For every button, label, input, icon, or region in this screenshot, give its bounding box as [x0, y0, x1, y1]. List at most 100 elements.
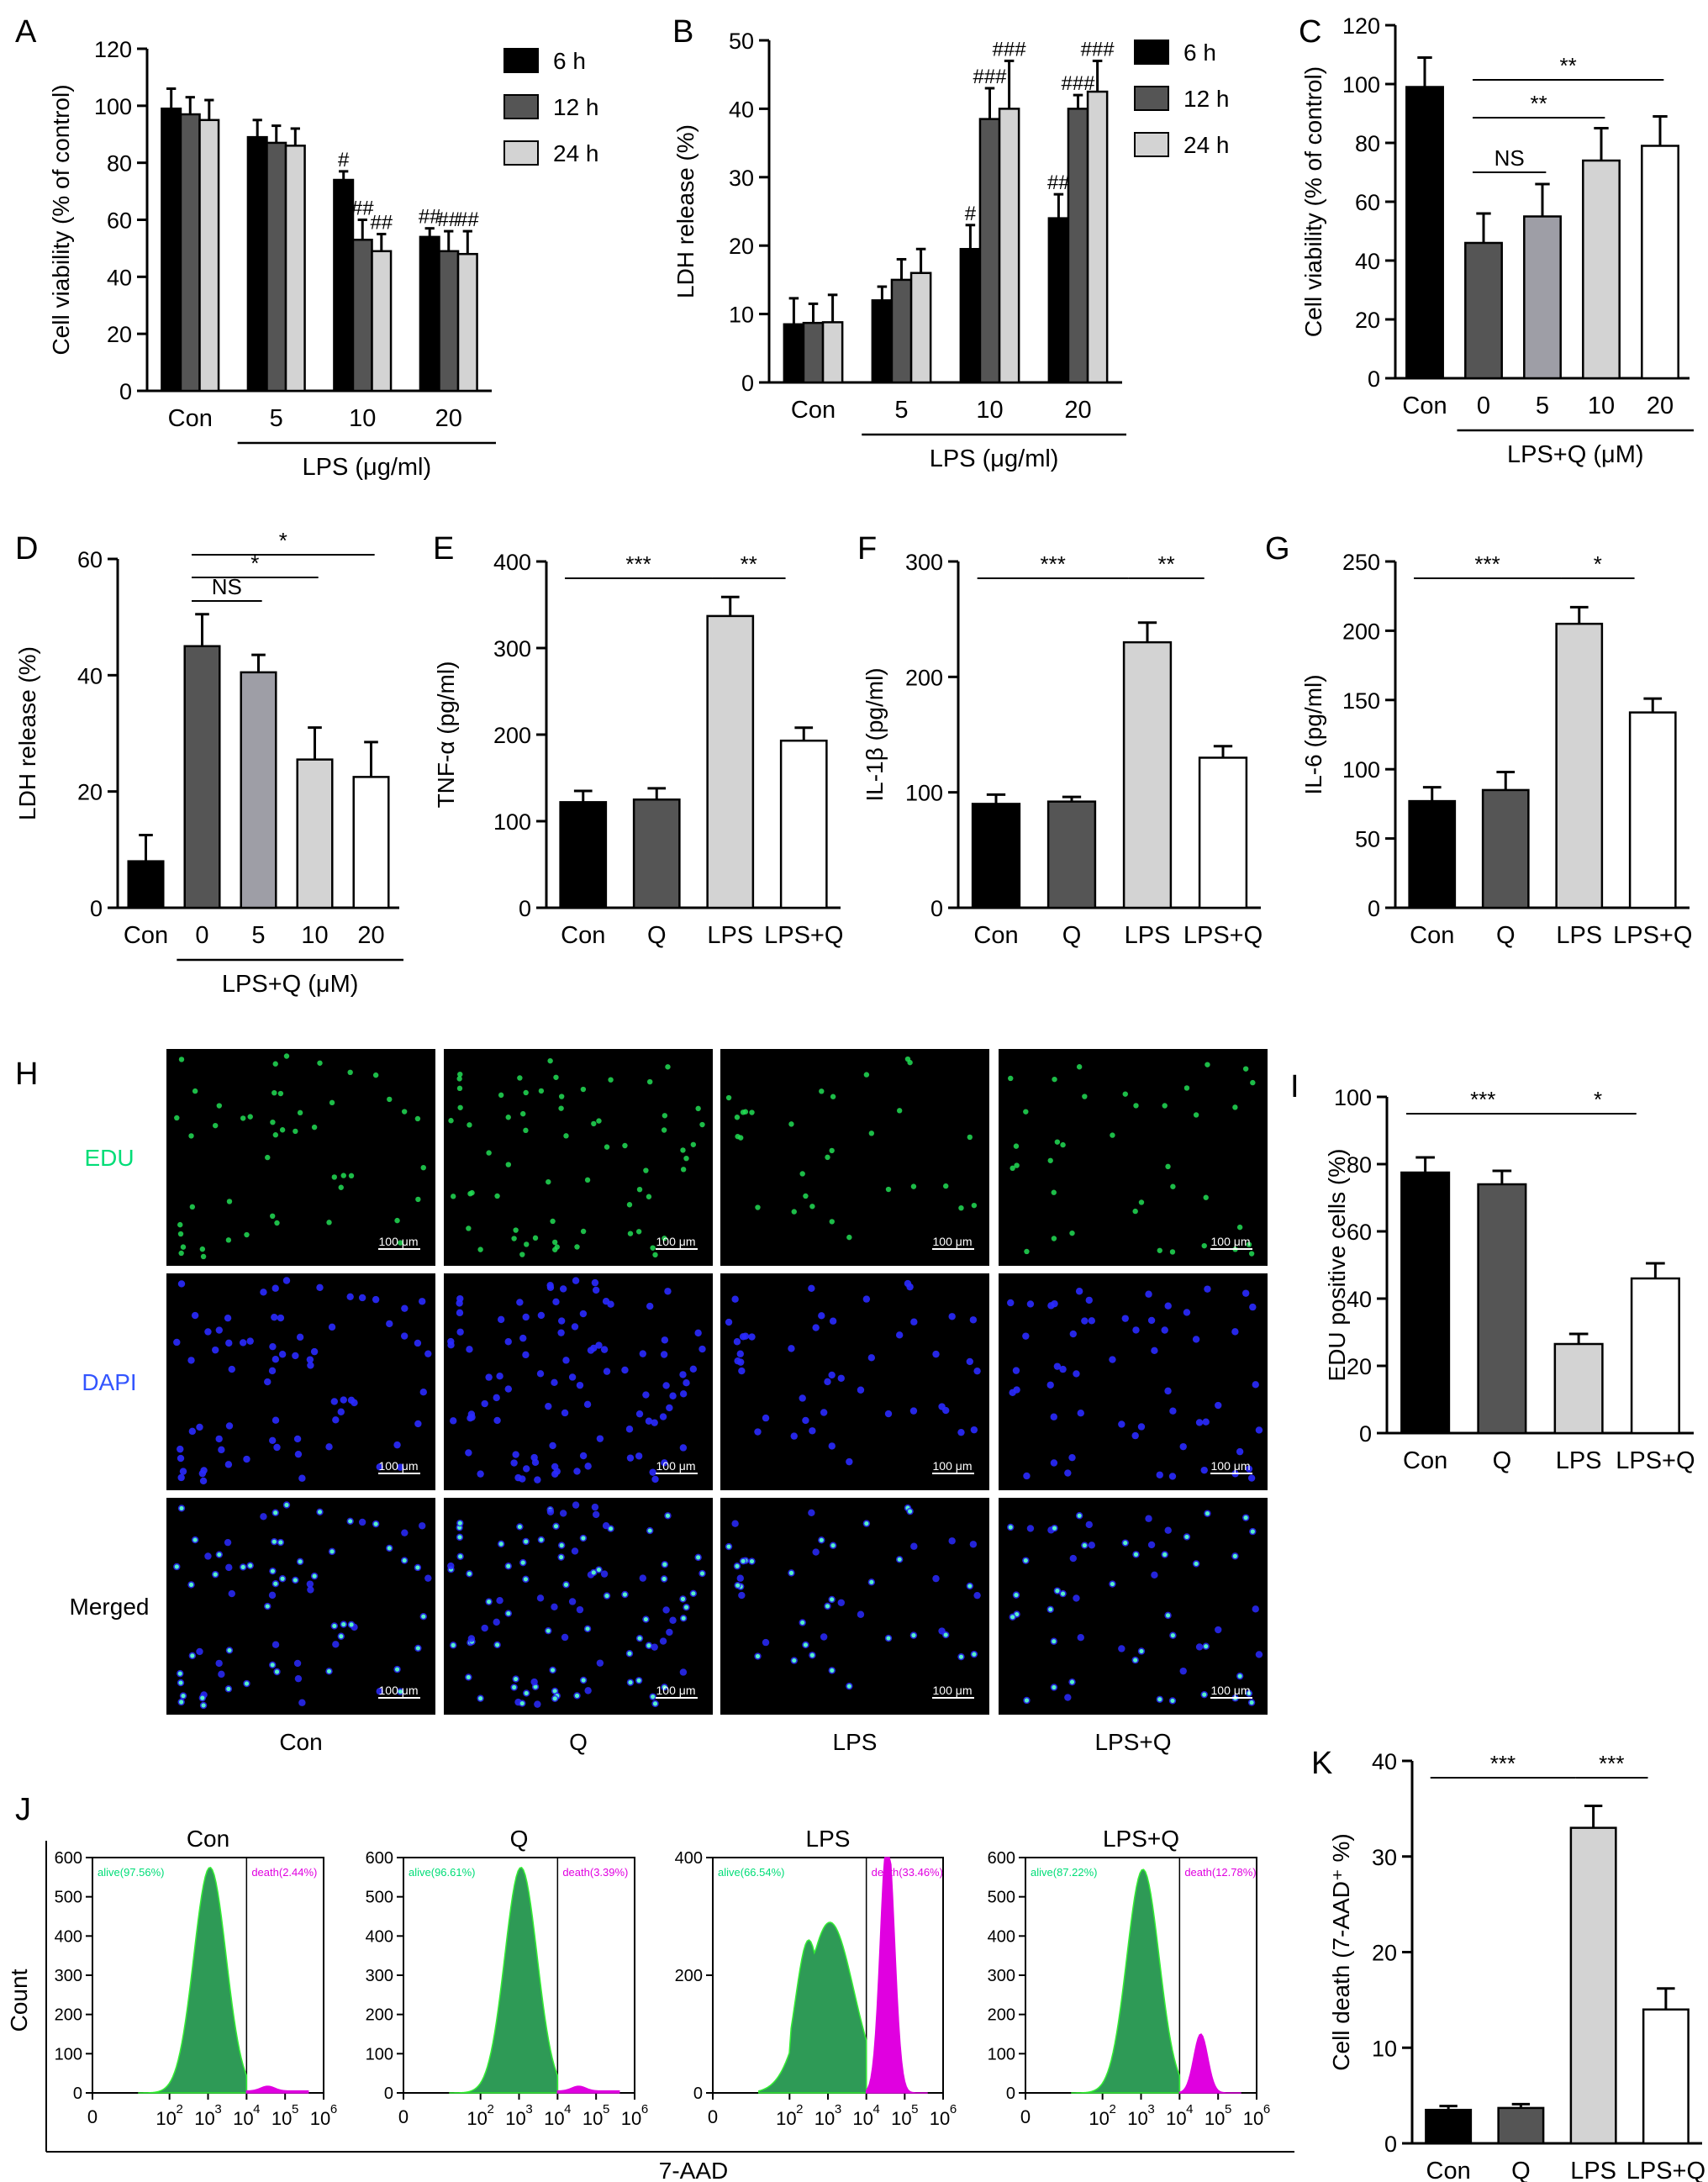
- scale-bar-label: 100 μm: [933, 1459, 973, 1473]
- cell-dot: [179, 1505, 184, 1511]
- y-tick-label: 100: [1334, 1085, 1372, 1110]
- x-tick-exponent: 6: [330, 2102, 337, 2116]
- x-tick-label: 10: [930, 2108, 950, 2129]
- x-tick-label: Q: [1496, 922, 1516, 949]
- cell-dot: [846, 1234, 852, 1241]
- cell-dot: [177, 1445, 184, 1453]
- y-tick-label: 120: [1342, 13, 1380, 39]
- cell-dot: [1064, 1694, 1072, 1701]
- cell-dot: [857, 1610, 865, 1618]
- cell-dot: [1008, 1075, 1014, 1082]
- cell-dot: [828, 1371, 836, 1379]
- cell-dot: [414, 1115, 421, 1122]
- y-tick-label: 200: [988, 2006, 1015, 2025]
- row-label-dapi: DAPI: [82, 1369, 136, 1395]
- scale-bar-label: 100 μm: [1211, 1459, 1251, 1473]
- cell-dot: [466, 1346, 473, 1353]
- cell-dot: [846, 1684, 851, 1689]
- y-tick-label: 0: [1006, 2084, 1015, 2103]
- cell-dot: [393, 1441, 401, 1449]
- cell-dot: [496, 1597, 503, 1605]
- cell-dot: [294, 1450, 303, 1458]
- cell-dot: [1194, 1561, 1199, 1567]
- cell-dot: [948, 1313, 956, 1320]
- cell-dot: [698, 1345, 706, 1353]
- cell-dot: [666, 1404, 673, 1412]
- bar: [871, 299, 894, 384]
- x-tick-label: 0: [1477, 393, 1490, 419]
- cell-dot: [504, 1385, 513, 1393]
- cell-dot: [498, 1092, 504, 1099]
- cell-dot: [581, 1536, 586, 1541]
- bar: [284, 145, 306, 393]
- cell-dot: [907, 1059, 913, 1066]
- cell-dot: [1248, 1251, 1255, 1257]
- cell-dot: [204, 1552, 212, 1560]
- y-axis-label: Cell viability (% of control): [1300, 66, 1326, 337]
- cell-dot: [424, 1350, 432, 1357]
- cell-dot: [791, 1209, 797, 1215]
- cell-dot: [519, 1700, 525, 1706]
- y-tick-label: 0: [1368, 896, 1380, 921]
- cell-dot: [642, 1391, 650, 1399]
- cell-dot: [679, 1444, 688, 1452]
- cell-dot: [376, 1688, 383, 1695]
- y-tick-label: 0: [741, 371, 754, 396]
- cell-dot: [330, 1398, 339, 1405]
- cell-dot: [725, 1094, 732, 1101]
- x-tick-label: 10: [544, 2108, 564, 2129]
- legend-label: 24 h: [553, 140, 599, 166]
- panel-letter: G: [1265, 531, 1290, 567]
- cell-dot: [339, 1634, 344, 1639]
- cell-dot: [559, 1542, 564, 1548]
- cell-dot: [1164, 1526, 1172, 1534]
- cell-dot: [329, 1549, 335, 1554]
- cell-dot: [224, 1461, 233, 1468]
- y-tick-label: 30: [1372, 1845, 1397, 1870]
- x-tick-label: 10: [1243, 2108, 1263, 2129]
- bar: [1122, 640, 1173, 909]
- cell-dot: [943, 1183, 949, 1189]
- x-tick-label: 10: [156, 2108, 176, 2129]
- cell-dot: [551, 1603, 558, 1611]
- micrograph-dapi-1: 100 μm: [444, 1273, 713, 1490]
- x-tick-label: Q: [1493, 1447, 1512, 1474]
- cell-dot: [546, 1628, 551, 1633]
- x-tick-label: 20: [357, 922, 384, 949]
- cell-dot: [420, 1164, 426, 1171]
- scale-bar-label: 100 μm: [933, 1235, 973, 1248]
- bar: [456, 252, 478, 393]
- cell-dot: [512, 1451, 519, 1458]
- cell-dot: [608, 1526, 614, 1531]
- cell-dot: [293, 1435, 302, 1443]
- cell-dot: [1157, 1697, 1162, 1702]
- cell-dot: [272, 1132, 279, 1138]
- cell-dot: [550, 1668, 556, 1673]
- x-tick-label: LPS: [1125, 922, 1171, 949]
- cell-dot: [1164, 1302, 1172, 1310]
- y-axis-label: Count: [6, 1969, 32, 2032]
- cell-dot: [584, 1463, 592, 1470]
- cell-dot: [517, 1075, 523, 1081]
- significance-mark: #: [338, 149, 350, 171]
- cell-dot: [387, 1546, 392, 1551]
- cell-dot: [199, 1246, 206, 1252]
- alive-label: alive(96.61%): [409, 1866, 476, 1879]
- cell-dot: [562, 1357, 570, 1364]
- cell-dot: [348, 1173, 355, 1179]
- micrograph-bg: [166, 1049, 435, 1266]
- x-tick-label: 0: [87, 2106, 98, 2127]
- x-tick-label: Con: [561, 922, 605, 949]
- cell-dot: [298, 1559, 303, 1564]
- cell-dot: [307, 1586, 314, 1594]
- cell-dot: [749, 1109, 755, 1115]
- cell-dot: [1231, 1328, 1239, 1336]
- cell-dot: [932, 1574, 940, 1583]
- cell-dot: [1051, 1299, 1058, 1308]
- cell-dot: [1138, 1199, 1145, 1205]
- micrograph-merged-1: 100 μm: [444, 1498, 713, 1715]
- cell-dot: [1082, 1094, 1088, 1099]
- cell-dot: [1085, 1296, 1093, 1304]
- micrograph-bg: [166, 1498, 435, 1715]
